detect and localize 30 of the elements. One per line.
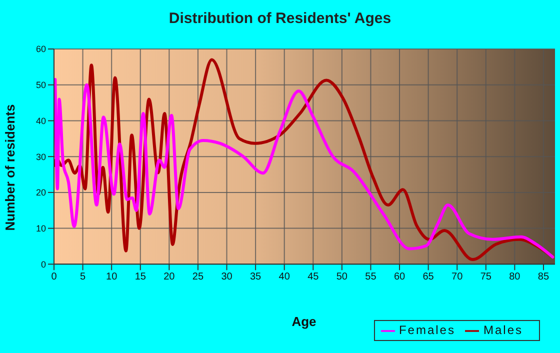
y-tick-label: 60 <box>36 44 46 54</box>
x-tick-label: 40 <box>278 271 290 282</box>
y-axis-title: Number of residents <box>2 104 18 230</box>
x-tick-label: 65 <box>422 271 434 282</box>
y-tick-label: 40 <box>36 116 46 126</box>
y-tick-label: 0 <box>40 259 46 270</box>
x-tick-label: 30 <box>221 271 233 282</box>
legend-label: Females <box>398 323 456 338</box>
x-tick-label: 10 <box>106 271 118 282</box>
x-tick-label: 70 <box>452 271 464 282</box>
x-tick-label: 60 <box>394 271 406 282</box>
x-tick-label: 35 <box>250 271 262 282</box>
x-axis-title: Age <box>292 314 316 329</box>
x-tick-label: 55 <box>365 271 377 282</box>
x-tick-label: 50 <box>336 271 348 282</box>
x-tick-label: 25 <box>192 271 204 282</box>
x-tick-label: 85 <box>538 271 550 282</box>
x-tick-label: 20 <box>164 271 176 282</box>
chart-title: Distribution of Residents' Ages <box>168 10 392 27</box>
legend-label: Males <box>483 323 523 338</box>
y-tick-label: 20 <box>36 188 46 198</box>
x-tick-label: 5 <box>80 271 86 282</box>
x-tick-label: 80 <box>509 271 521 282</box>
x-tick-label: 75 <box>480 271 492 282</box>
y-tick-label: 50 <box>36 80 46 90</box>
x-tick-label: 45 <box>308 271 320 282</box>
y-tick-label: 10 <box>36 224 46 234</box>
x-tick-label: 0 <box>51 271 58 282</box>
x-tick-label: 15 <box>134 271 146 282</box>
y-tick-label: 30 <box>36 152 46 162</box>
